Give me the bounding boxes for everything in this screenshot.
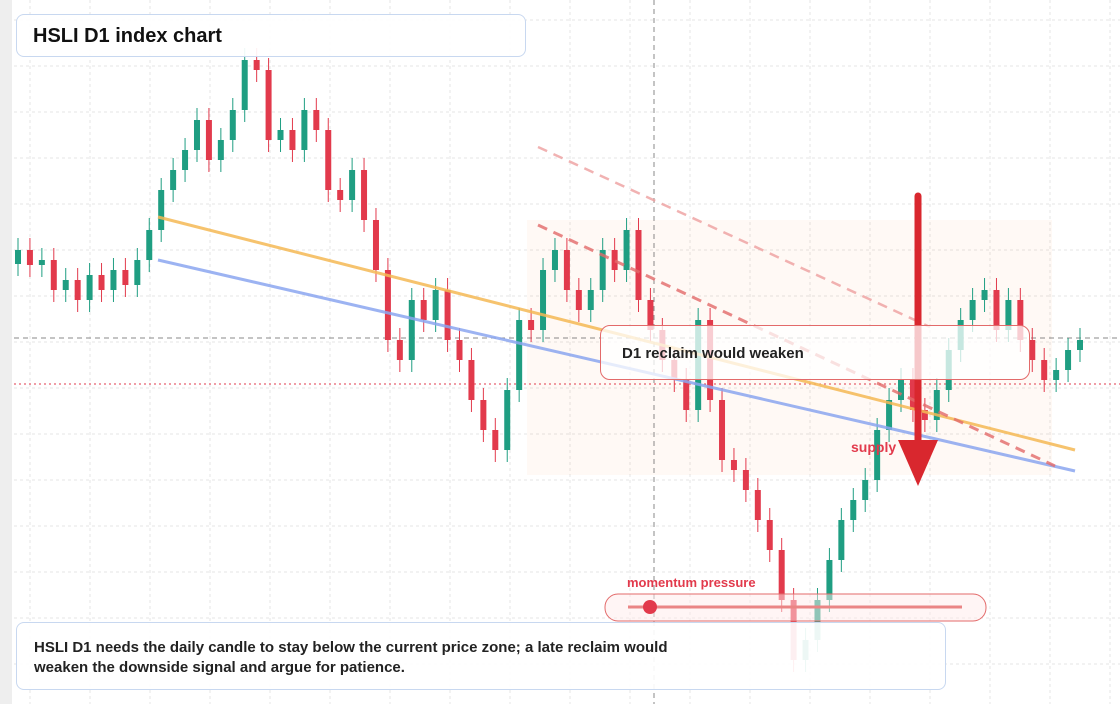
candle-body [122, 270, 129, 285]
candle-body [933, 390, 940, 420]
candle-body [1077, 340, 1083, 350]
candle-body [647, 300, 654, 330]
candle-body [325, 130, 332, 190]
candle-body [158, 190, 165, 230]
momentum-knob [643, 600, 657, 614]
candle-body [504, 390, 511, 450]
candle-body [98, 275, 105, 290]
callout: D1 reclaim would weaken [600, 325, 1030, 380]
candle-body [301, 110, 308, 150]
candle-body [372, 220, 379, 270]
candle-body [277, 130, 284, 140]
candle-body [456, 340, 463, 360]
candle-body [170, 170, 177, 190]
candle-body [289, 130, 296, 150]
candle-body [492, 430, 499, 450]
supply-label: supply [851, 439, 896, 455]
candle-body [480, 400, 487, 430]
candle-body [86, 275, 93, 300]
momentum-label: momentum pressure [627, 575, 756, 590]
candle-body [528, 320, 535, 330]
candle-body [1065, 350, 1072, 370]
candle-body [229, 110, 236, 140]
candle-body [611, 250, 618, 270]
candle-body [444, 290, 451, 340]
candle-body [826, 560, 833, 600]
candle-body [730, 460, 737, 470]
candle-body [313, 110, 320, 130]
candle-body [886, 400, 893, 430]
caption: HSLI D1 needs the daily candle to stay b… [16, 622, 946, 690]
candle-body [408, 300, 415, 360]
candle-body [766, 520, 773, 550]
candle-body [134, 260, 141, 285]
candle-body [26, 250, 33, 265]
candle-body [742, 470, 749, 490]
trend-line-pink [537, 145, 931, 329]
candle-body [217, 140, 224, 160]
candle-body [719, 400, 726, 460]
candle-body [62, 280, 69, 290]
candle-body [468, 360, 475, 400]
candle-body [241, 60, 248, 110]
candle-body [1053, 370, 1060, 380]
candle-body [516, 320, 523, 390]
candle-body [396, 340, 403, 360]
left-strip [0, 0, 12, 704]
candle-body [1017, 300, 1024, 340]
candle-body [563, 250, 570, 290]
candle-body [205, 120, 212, 160]
candle-body [969, 300, 976, 320]
candle-body [540, 270, 547, 330]
candle-body [874, 430, 881, 480]
candle-body [110, 270, 117, 290]
candle-body [981, 290, 988, 300]
candle-body [1029, 340, 1036, 360]
candle-body [432, 290, 439, 320]
candle-body [361, 170, 368, 220]
candle-body [587, 290, 594, 310]
candle-body [193, 120, 200, 150]
candle-body [599, 250, 606, 290]
candle-body [898, 380, 905, 400]
candle-body [420, 300, 427, 320]
candle-body [337, 190, 344, 200]
candle-body [850, 500, 857, 520]
candle-body [50, 260, 57, 290]
candle-body [838, 520, 845, 560]
candle-body [384, 270, 391, 340]
candle-body [778, 550, 785, 600]
candle-body [993, 290, 1000, 330]
arrow-head [898, 440, 938, 486]
candle-body [575, 290, 582, 310]
candle-body [349, 170, 356, 200]
candles [15, 48, 1083, 672]
candle-body [551, 250, 558, 270]
chart-title: HSLI D1 index chart [16, 14, 526, 57]
candle-body [1041, 360, 1048, 380]
candle-body [909, 380, 916, 410]
candle-body [38, 260, 45, 265]
candle-body [623, 230, 630, 270]
candle-body [146, 230, 153, 260]
candle-body [635, 230, 642, 300]
candle-body [182, 150, 189, 170]
candle-body [921, 410, 928, 420]
candle-body [265, 70, 272, 140]
candle-body [253, 60, 260, 70]
candle-body [1005, 300, 1012, 330]
candle-body [754, 490, 761, 520]
candle-body [74, 280, 81, 300]
candle-body [862, 480, 869, 500]
candle-body [683, 380, 690, 410]
candle-body [15, 250, 21, 264]
